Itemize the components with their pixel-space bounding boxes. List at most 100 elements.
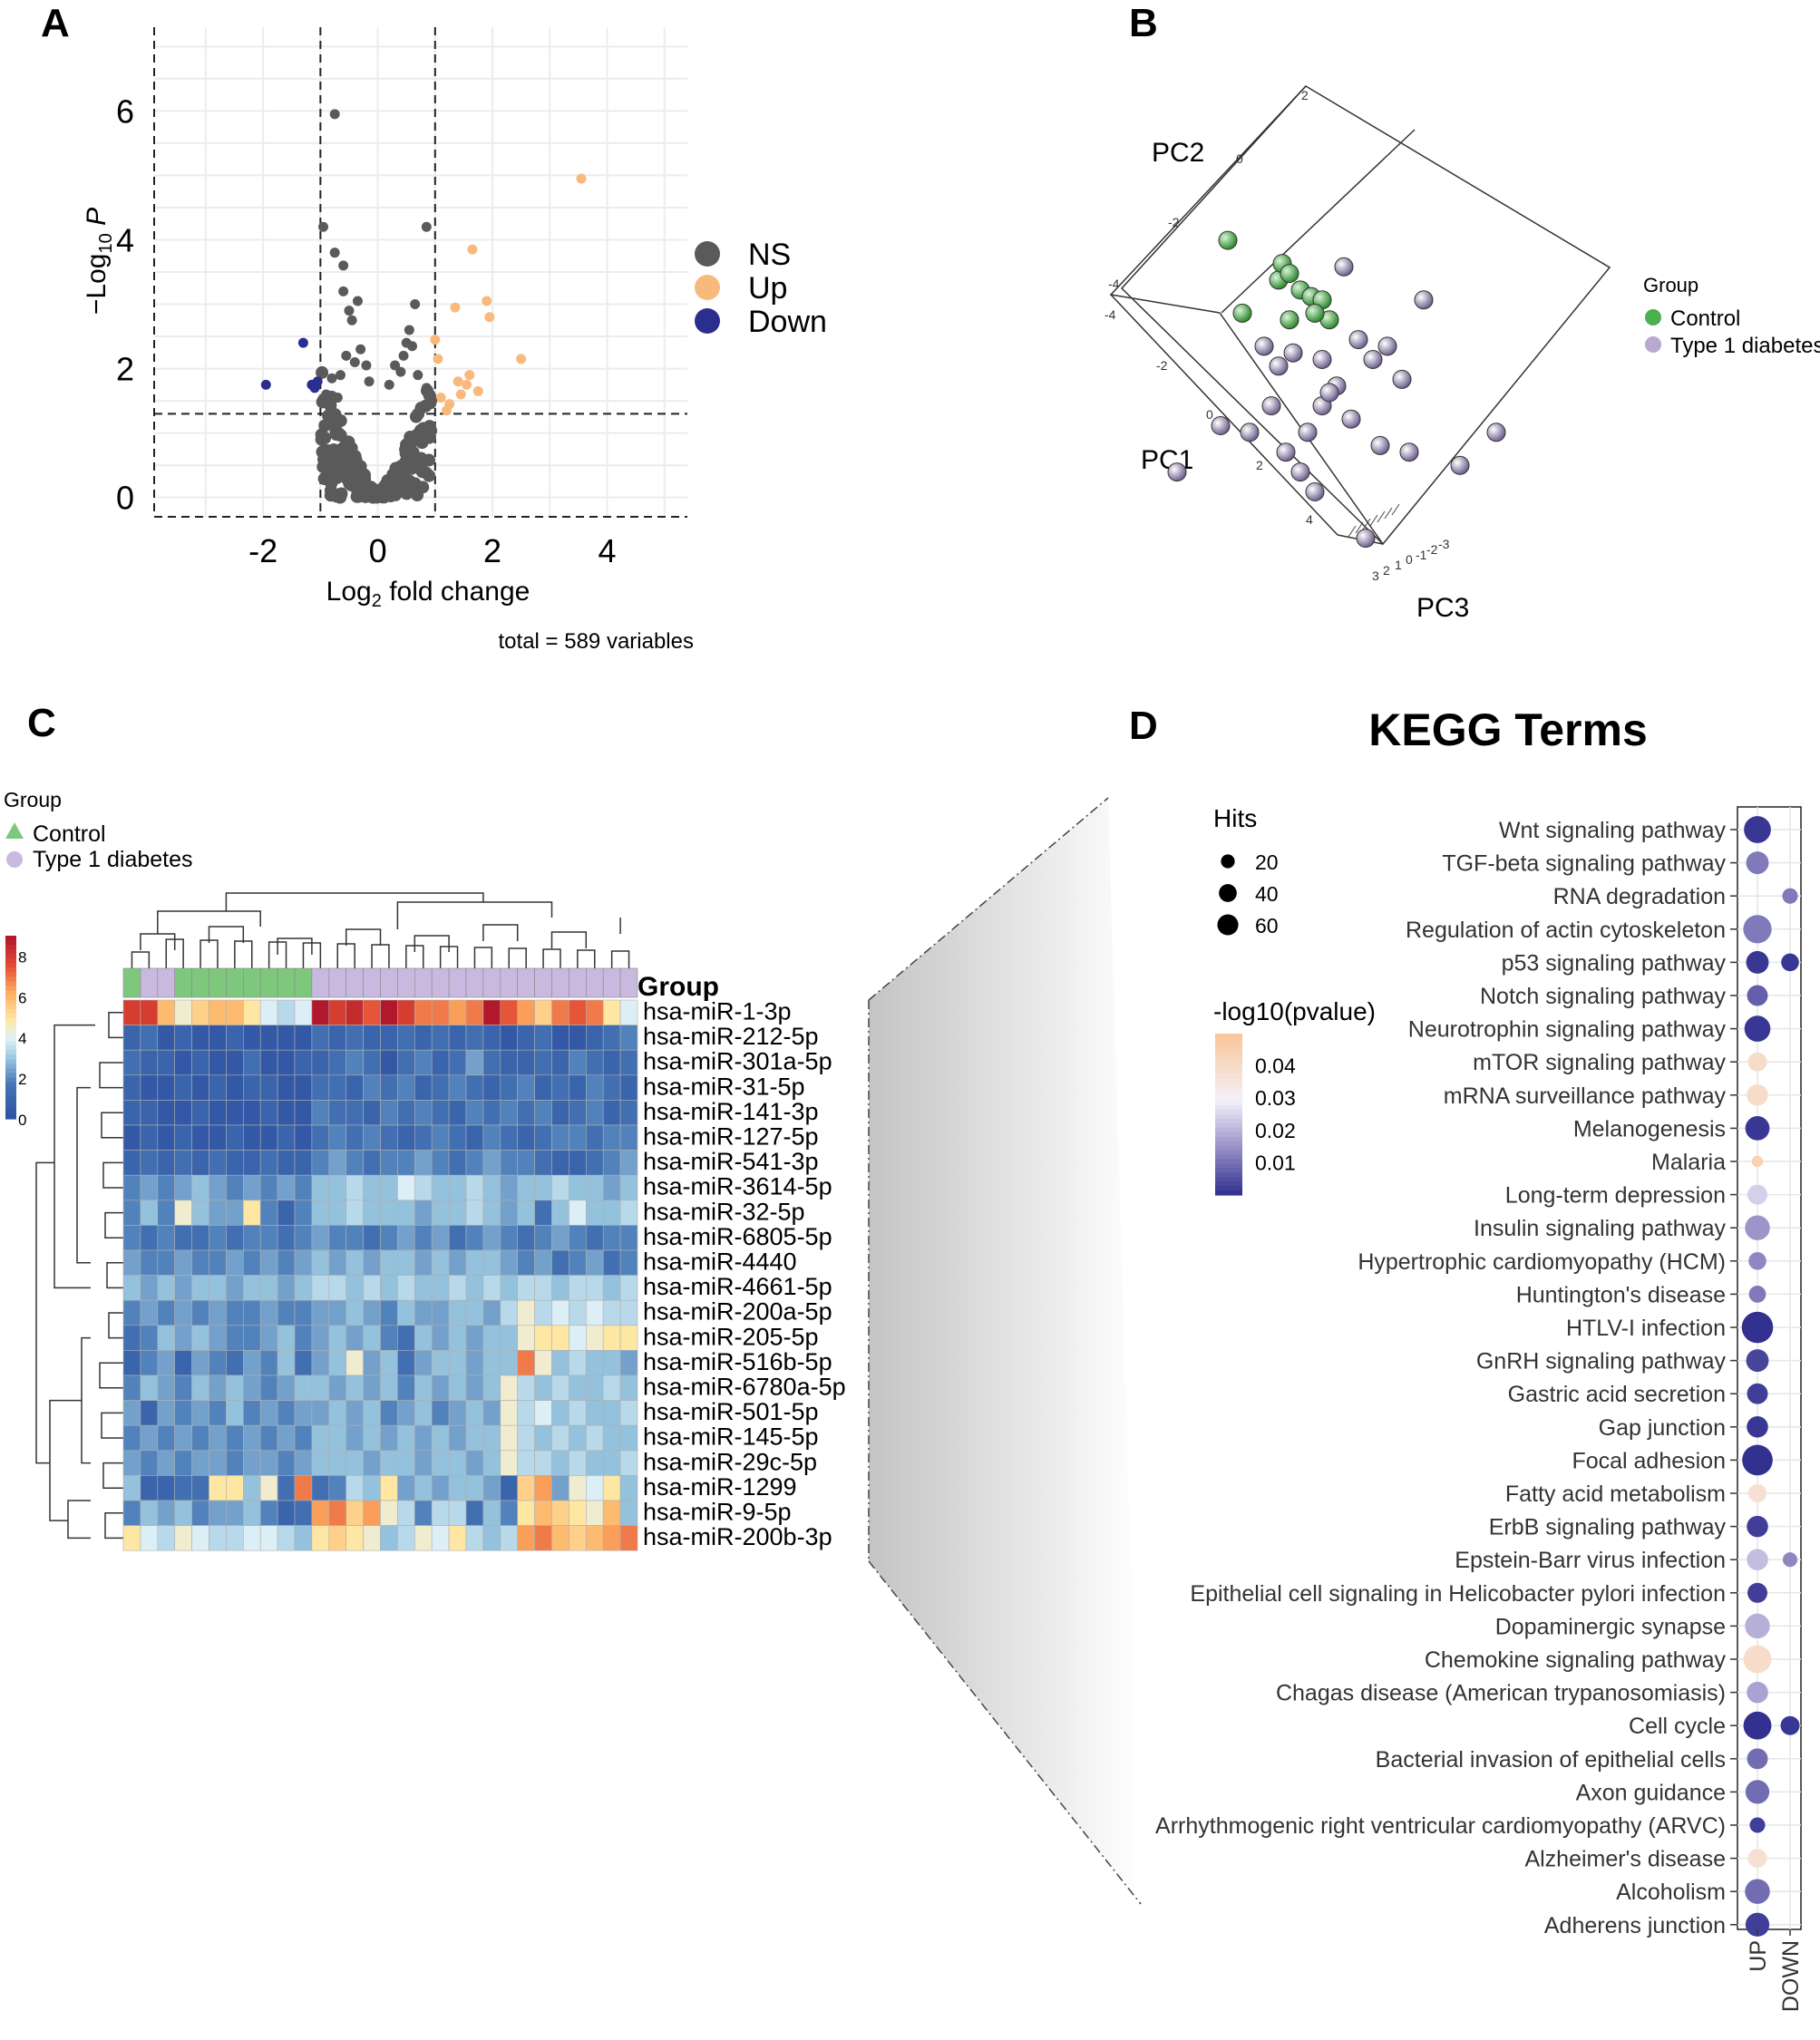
panel-c-row-label: hsa-miR-516b-5p [643,1348,832,1375]
panel-c-cell [363,1424,381,1452]
panel-c-cell [174,1350,192,1376]
panel-b-legend-swatch [1645,336,1661,353]
panel-c-row-dendrogram-branch [99,1362,123,1389]
panel-c-colorbar-segment [5,1100,16,1106]
panel-c-cell [500,1150,518,1176]
panel-c-cell [140,1475,159,1501]
panel-c-cell [585,1074,604,1101]
panel-c-cell [534,1350,552,1376]
panel-c-cell [517,1049,535,1076]
panel-c-cell [311,1350,330,1376]
panel-c-cell [209,1150,227,1176]
panel-c-annotation-cell [534,967,552,998]
panel-c-cell [122,1400,141,1426]
panel-c-cell [534,1200,552,1226]
panel-c-cell [619,1424,638,1452]
panel-c-cell [414,1174,433,1201]
panel-c-cell [517,1525,535,1551]
panel-d-point [1747,1681,1768,1704]
panel-c-cell [500,1299,518,1326]
panel-c-cell [311,1275,330,1301]
panel-a-point-ns [354,471,367,484]
panel-c-cell [259,1249,278,1276]
panel-c-cell [500,1200,518,1226]
panel-c-cell [242,1325,261,1351]
panel-c-cell [448,1424,467,1452]
panel-c-annotation-cell [311,967,330,998]
panel-c-cell [448,1174,467,1201]
panel-a-point-ns [342,448,355,461]
panel-b-point-t1d [1392,369,1412,389]
panel-c-cell [569,1174,587,1201]
panel-c-cell [534,1400,552,1426]
panel-c-cell [619,1375,638,1401]
panel-c-cell [191,1025,209,1051]
panel-c-colorbar-segment [5,945,16,950]
panel-d-term-label: Epstein-Barr virus infection [1455,1548,1726,1573]
panel-b-point-t1d [1450,455,1470,475]
panel-c-cell [569,1150,587,1176]
panel-c-colorbar-segment [5,954,16,959]
panel-c-cell [140,1400,159,1426]
panel-c-legend-swatch [5,822,24,839]
panel-d-term-label: Cell cycle [1629,1714,1726,1739]
panel-c-cell [380,1500,398,1526]
panel-c-cell [294,1350,313,1376]
panel-c-row-dendrogram-branch [101,1112,123,1139]
panel-c-cell [431,1100,450,1126]
panel-c-row-label: hsa-miR-205-5p [643,1323,819,1350]
panel-c-annotation-cell [328,967,346,998]
panel-c-column-dendrogram-branch [277,937,313,955]
panel-c-column-dendrogram-branch [414,935,450,952]
panel-d-colorbar-segment [1215,1190,1242,1196]
panel-a-point-ns [364,376,375,387]
panel-c-cell [551,1299,569,1326]
panel-c-cell [122,1150,141,1176]
panel-c-cell [122,1249,141,1276]
panel-d-colorbar-tick: 0.02 [1255,1119,1296,1142]
panel-c-cell [226,1350,244,1376]
panel-a-point-ns [399,442,413,456]
panel-d-point [1748,1252,1766,1270]
panel-c-cell [294,1325,313,1351]
panel-c-cell [619,1225,638,1251]
panel-c-cell [448,1124,467,1151]
panel-c-cell [517,1424,535,1452]
panel-c-cell [465,1350,484,1376]
panel-c-cell [226,1249,244,1276]
panel-c-cell [534,1450,552,1476]
panel-c-cell [500,1450,518,1476]
panel-c-cell [294,1525,313,1551]
panel-c-cell [140,1124,159,1151]
panel-c-cell [500,1350,518,1376]
panel-c-cell [397,1049,415,1076]
panel-d-x-tick-labels: UP DOWN [1746,1929,1804,2012]
panel-d-point [1745,1780,1770,1804]
panel-c-cell [500,1500,518,1526]
panel-c-cell [431,1299,450,1326]
panel-c-annotation-cell [619,967,638,998]
panel-c-cell [431,1350,450,1376]
panel-c-row-dendrogram-branch [101,1412,123,1439]
panel-c-cell [328,1400,346,1426]
panel-c-cell [448,1025,467,1051]
panel-c-cell [602,1325,621,1351]
panel-b-point-t1d [1341,409,1361,429]
panel-c-cell [259,1100,278,1126]
panel-c-cell [346,999,364,1025]
panel-c-colorbar-segment [5,949,16,955]
panel-c-colorbar-segment [5,1004,16,1010]
panel-c-cell [569,1249,587,1276]
panel-c-cell [517,1249,535,1276]
panel-c-cell [534,1074,552,1101]
panel-c-cell [448,1049,467,1076]
panel-b-tick-label: -1 [1416,548,1427,562]
panel-c-colorbar-segment [5,1013,16,1019]
panel-c-cell [585,1375,604,1401]
panel-d-colorbar-segment [1215,1132,1242,1138]
panel-b-point-control [1280,264,1299,284]
panel-c-cell [380,1225,398,1251]
panel-d-frame [1737,806,1802,1930]
panel-a-point-up [433,354,443,364]
panel-c-cell [277,1049,296,1076]
